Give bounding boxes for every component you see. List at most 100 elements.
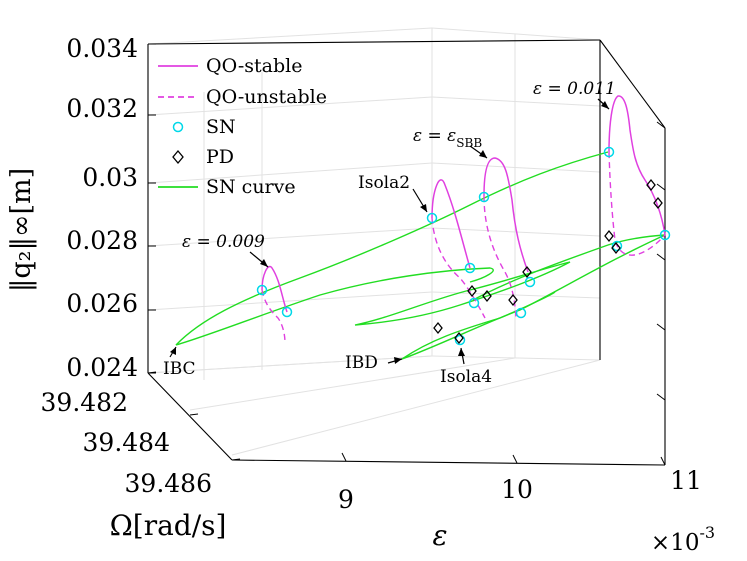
sn-curve-segment (175, 151, 609, 346)
z-tick-right (656, 323, 666, 331)
sn-curve-segment (401, 234, 666, 360)
z-tick-right (656, 253, 666, 261)
y-tick-label-39.486: 39.486 (125, 469, 212, 498)
x-tick (341, 452, 347, 462)
annotations: ε = 0.009 ε = εSBB ε = 0.011 Isola2 IBC … (163, 79, 616, 387)
z-tick-label-0.026: 0.026 (66, 289, 138, 318)
grid-line-z-right (431, 96, 601, 107)
pd-marker (611, 241, 621, 255)
y-tick-label-39.484: 39.484 (83, 428, 170, 457)
z-tick-label-0.028: 0.028 (66, 226, 138, 255)
qo-stable-curve (608, 95, 666, 236)
qo-unstable-curve (261, 289, 286, 344)
sn-curve-segment (175, 267, 494, 346)
qo-unstable-curve (483, 195, 517, 319)
annotation-eps-sbb-subscript: SBB (456, 136, 482, 150)
grid-line-z-right (431, 162, 601, 173)
annotation-eps-sbb: ε = εSBB (413, 126, 482, 150)
pd-marker (433, 321, 443, 335)
legend-label-qo-stable: QO-stable (206, 55, 302, 77)
sn-marker (454, 334, 466, 346)
grid-line-z-right (431, 27, 601, 41)
x-tick (512, 454, 518, 464)
x-tick-label-9: 9 (338, 485, 354, 514)
annotation-arrowhead-isola2 (420, 204, 427, 212)
pd-marker (454, 331, 464, 345)
box-edge (231, 459, 666, 466)
grid-line-z-left (147, 96, 433, 116)
grid-line-z-left (147, 27, 433, 45)
grid-line-z-right (431, 355, 601, 361)
grid-line-z-left (147, 227, 433, 247)
z-tick-label-0.03: 0.03 (82, 163, 138, 192)
grid-line-floor (231, 359, 601, 456)
data-markers (256, 146, 671, 346)
x-tick (660, 456, 666, 466)
annotation-isola2: Isola2 (358, 173, 410, 193)
x-multiplier-base: ×10 (651, 530, 700, 556)
sn-marker (603, 146, 615, 158)
sn-marker (464, 262, 476, 274)
sn-marker (281, 306, 293, 318)
legend-marker-sn (172, 121, 184, 133)
axes-box (147, 39, 666, 466)
legend-label-qo-unstable: QO-unstable (206, 86, 327, 108)
z-tick-label-0.034: 0.034 (66, 34, 138, 63)
x-tick-label-10: 10 (501, 475, 533, 504)
sn-curve-segment (472, 234, 666, 301)
x-axis-label: ε (432, 519, 447, 552)
z-tick-right (656, 183, 666, 191)
z-axis-label: ‖q₂‖∞[m] (6, 168, 37, 292)
legend-label-sn: SN (206, 116, 236, 138)
legend-label-sn-curve: SN curve (206, 176, 296, 198)
annotation-arrowhead-eps-0.011 (601, 101, 609, 109)
qo-stable-curve (431, 179, 471, 269)
annotation-arrowhead-eps-0.009 (260, 259, 268, 267)
grid-line-floor (147, 355, 433, 374)
sn-marker (611, 240, 623, 252)
x-multiplier-exp: -3 (699, 523, 715, 542)
sn-marker (468, 297, 480, 309)
pd-marker (646, 178, 656, 192)
box-edge (147, 372, 233, 461)
annotation-ibd: IBD (345, 353, 378, 373)
sn-marker (478, 191, 490, 203)
annotation-arrowhead-ibc (170, 347, 176, 355)
y-tick-label-39.482: 39.482 (41, 388, 128, 417)
qo-unstable-curve (608, 151, 666, 256)
sn-curve-segment (354, 261, 571, 326)
sn-marker (659, 229, 671, 241)
pd-marker (482, 289, 492, 303)
annotation-arrowhead-isola4 (458, 348, 465, 356)
x-multiplier: ×10-3 (651, 523, 715, 556)
sn-marker (426, 212, 438, 224)
annotation-arrowhead-ibd (394, 357, 402, 364)
annotation-eps-0.011: ε = 0.011 (533, 79, 616, 99)
annotation-arrowhead-eps-sbb (479, 150, 487, 158)
x-tick-label-11: 11 (670, 466, 702, 495)
sn-marker (515, 307, 527, 319)
y-tick (147, 371, 157, 374)
sn-curve-segment (401, 291, 556, 360)
pd-marker (653, 196, 663, 210)
sn-marker (524, 276, 536, 288)
pd-marker (604, 229, 614, 243)
z-tick-right (656, 393, 666, 401)
legend-marker-pd (172, 149, 184, 165)
y-axis-label: Ω[rad/s] (110, 509, 227, 542)
z-tick-label-0.032: 0.032 (66, 94, 138, 123)
y-tick (231, 458, 241, 461)
grid-line-z-left (147, 291, 433, 311)
annotation-ibc: IBC (163, 359, 196, 379)
grid-line-z-left (147, 162, 433, 184)
y-tick (189, 413, 199, 416)
qo-stable-curve (483, 157, 529, 273)
annotation-isola4: Isola4 (440, 367, 492, 387)
annotation-eps-0.009: ε = 0.009 (182, 232, 265, 252)
box-edge (599, 39, 666, 129)
grid-line-floor (189, 357, 516, 411)
qo-stable-curve (261, 265, 288, 313)
data-curves (175, 95, 666, 360)
pd-marker (508, 293, 518, 307)
